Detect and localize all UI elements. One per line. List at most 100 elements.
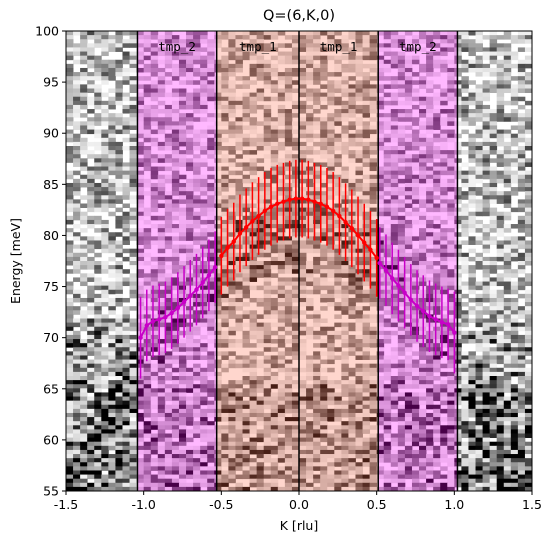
heatmap-cell <box>411 219 420 225</box>
heatmap-cell <box>503 146 512 151</box>
heatmap-cell <box>228 109 236 114</box>
heatmap-cell <box>263 240 272 245</box>
heatmap-cell <box>397 76 406 81</box>
heatmap-cell <box>376 76 385 81</box>
heatmap-cell <box>517 133 526 139</box>
heatmap-cell <box>164 256 173 262</box>
heatmap-cell <box>277 191 286 196</box>
heatmap-cell <box>263 211 272 217</box>
heatmap-cell <box>306 330 314 336</box>
heatmap-cell <box>299 146 307 151</box>
heatmap-cell <box>101 100 109 106</box>
heatmap-cell <box>341 269 349 274</box>
heatmap-cell <box>235 269 243 274</box>
heatmap-cell <box>369 182 378 188</box>
heatmap-cell <box>291 240 300 245</box>
heatmap-cell <box>157 302 166 307</box>
heatmap-cell <box>214 322 222 328</box>
heatmap-cell <box>334 96 342 102</box>
heatmap-cell <box>186 76 194 81</box>
heatmap-cell <box>270 191 279 196</box>
heatmap-cell <box>496 277 505 282</box>
heatmap-cell <box>376 174 385 180</box>
heatmap-cell <box>242 322 250 328</box>
heatmap-cell <box>157 240 166 245</box>
heatmap-cell <box>440 281 448 287</box>
heatmap-cell <box>440 158 448 163</box>
heatmap-cell <box>193 236 201 241</box>
heatmap-cell <box>355 63 363 69</box>
heatmap-cell <box>291 154 300 159</box>
heatmap-cell <box>327 55 335 61</box>
heatmap-cell <box>277 326 286 332</box>
heatmap-cell <box>468 219 476 225</box>
heatmap-cell <box>482 236 491 241</box>
heatmap-cell <box>411 297 420 303</box>
heatmap-cell <box>186 178 194 184</box>
heatmap-cell <box>411 293 420 299</box>
heatmap-cell <box>426 187 434 192</box>
heatmap-cell <box>524 380 532 385</box>
heatmap-cell <box>419 261 427 266</box>
heatmap-cell <box>101 158 109 163</box>
heatmap-cell <box>447 306 455 311</box>
heatmap-cell <box>447 293 455 299</box>
heatmap-cell <box>200 355 208 360</box>
heatmap-cell <box>284 191 293 196</box>
heatmap-cell <box>510 51 519 57</box>
heatmap-cell <box>524 182 532 188</box>
heatmap-cell <box>517 207 526 213</box>
heatmap-cell <box>291 289 300 295</box>
heatmap-cell <box>503 100 512 106</box>
heatmap-cell <box>404 310 413 315</box>
heatmap-cell <box>108 76 116 81</box>
heatmap-cell <box>284 265 293 270</box>
heatmap-cell <box>200 384 208 389</box>
heatmap-cell <box>376 170 385 176</box>
heatmap-cell <box>419 96 427 102</box>
heatmap-cell <box>489 326 498 332</box>
heatmap-cell <box>468 141 476 147</box>
heatmap-cell <box>348 371 356 377</box>
heatmap-cell <box>186 252 194 258</box>
heatmap-cell <box>475 384 483 389</box>
heatmap-cell <box>426 203 434 209</box>
heatmap-cell <box>468 359 476 365</box>
heatmap-cell <box>461 141 469 147</box>
heatmap-cell <box>390 100 399 106</box>
heatmap-cell <box>150 158 159 163</box>
heatmap-cell <box>94 363 102 369</box>
heatmap-cell <box>164 326 173 332</box>
heatmap-cell <box>320 63 328 69</box>
heatmap-cell <box>390 39 399 44</box>
heatmap-cell <box>496 273 505 278</box>
heatmap-cell <box>101 228 109 233</box>
heatmap-cell <box>397 269 406 274</box>
heatmap-cell <box>122 170 130 176</box>
heatmap-cell <box>313 281 321 287</box>
heatmap-cell <box>447 96 455 102</box>
heatmap-cell <box>482 158 491 163</box>
heatmap-cell <box>348 35 356 40</box>
heatmap-cell <box>94 269 102 274</box>
heatmap-cell <box>200 174 208 180</box>
heatmap-cell <box>122 355 130 360</box>
heatmap-cell <box>341 281 349 287</box>
heatmap-cell <box>369 174 378 180</box>
heatmap-cell <box>115 59 123 65</box>
heatmap-cell <box>404 343 413 348</box>
heatmap-cell <box>178 88 187 94</box>
heatmap-cell <box>186 100 194 106</box>
heatmap-cell <box>80 252 88 258</box>
heatmap-cell <box>242 162 250 167</box>
heatmap-cell <box>178 330 187 336</box>
heatmap-cell <box>277 228 286 233</box>
heatmap-cell <box>207 240 215 245</box>
heatmap-cell <box>299 318 307 324</box>
heatmap-cell <box>426 31 434 36</box>
heatmap-cell <box>164 302 173 307</box>
heatmap-cell <box>277 109 286 114</box>
heatmap-cell <box>306 359 314 365</box>
heatmap-cell <box>426 380 434 385</box>
heatmap-cell <box>235 256 243 262</box>
